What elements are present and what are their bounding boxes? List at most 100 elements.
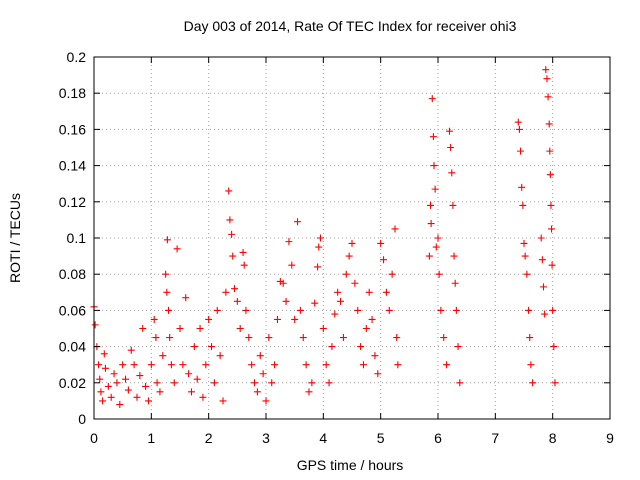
data-point — [282, 297, 290, 305]
data-point — [142, 382, 150, 390]
data-point — [443, 361, 451, 369]
data-point — [176, 325, 184, 332]
data-point — [147, 361, 155, 369]
data-point — [382, 288, 390, 296]
y-tick-label: 0.04 — [59, 339, 86, 355]
data-point — [210, 379, 218, 387]
data-point — [230, 285, 238, 293]
data-point — [368, 315, 376, 323]
data-point — [259, 370, 267, 378]
data-point — [156, 388, 164, 396]
y-tick-label: 0.06 — [59, 302, 86, 318]
data-point — [205, 315, 213, 323]
data-point — [454, 343, 462, 351]
data-point — [193, 375, 201, 383]
y-tick-label: 0.2 — [67, 49, 87, 65]
data-point — [365, 288, 373, 296]
data-point — [130, 361, 138, 369]
data-point — [543, 75, 551, 83]
data-point — [226, 216, 234, 224]
data-point — [450, 252, 458, 260]
data-point — [104, 382, 112, 390]
data-point — [437, 306, 445, 314]
data-point — [374, 370, 382, 378]
data-point — [119, 361, 127, 369]
data-point — [150, 315, 158, 323]
data-point — [110, 370, 118, 378]
data-point — [273, 315, 281, 323]
data-point — [544, 93, 552, 101]
data-point — [393, 334, 401, 342]
data-point — [107, 393, 115, 401]
data-point — [166, 334, 174, 342]
data-point — [449, 201, 457, 209]
data-point — [213, 306, 221, 314]
data-point — [546, 171, 554, 179]
data-point — [385, 306, 393, 314]
data-point — [308, 379, 316, 387]
data-point — [523, 270, 531, 278]
data-point — [440, 334, 448, 342]
data-point — [342, 270, 350, 278]
x-tick-label: 2 — [205, 430, 213, 446]
data-point — [527, 361, 535, 369]
data-point — [394, 361, 402, 369]
y-tick-label: 0.14 — [59, 158, 86, 174]
x-tick-label: 5 — [377, 430, 385, 446]
data-point — [182, 294, 190, 302]
data-point — [236, 325, 244, 332]
data-point — [515, 125, 523, 133]
data-point — [185, 370, 193, 378]
data-point — [229, 252, 237, 260]
data-point — [359, 361, 367, 369]
data-point — [262, 397, 270, 405]
chart-title: Day 003 of 2014, Rate Of TEC Index for r… — [184, 18, 517, 34]
data-point — [425, 252, 433, 260]
data-point — [316, 234, 324, 242]
data-point — [95, 361, 103, 369]
data-point — [348, 239, 356, 247]
data-point — [179, 361, 187, 369]
data-point — [219, 397, 227, 405]
data-point — [427, 220, 435, 228]
data-point — [299, 334, 307, 342]
data-point — [429, 133, 437, 141]
y-tick-label: 0.16 — [59, 121, 86, 137]
data-point — [256, 352, 264, 360]
data-point — [187, 388, 195, 396]
data-point — [279, 279, 287, 287]
data-point — [518, 183, 526, 191]
data-point — [162, 270, 170, 278]
data-point — [354, 306, 362, 314]
x-axis-label: GPS time / hours — [297, 457, 404, 473]
data-point — [265, 334, 273, 342]
data-point — [377, 239, 385, 247]
data-point — [537, 234, 545, 242]
data-point — [153, 379, 161, 387]
data-point — [165, 306, 173, 314]
y-tick-label: 0.18 — [59, 85, 86, 101]
data-point — [248, 361, 256, 369]
data-point — [391, 225, 399, 233]
data-point — [144, 397, 152, 405]
data-point — [345, 252, 353, 260]
y-tick-label: 0 — [78, 411, 86, 427]
data-point — [240, 261, 248, 269]
x-tick-label: 1 — [147, 430, 155, 446]
data-point — [547, 201, 555, 209]
data-point — [97, 388, 105, 396]
data-point — [319, 325, 327, 332]
x-tick-label: 3 — [262, 430, 270, 446]
data-point — [334, 288, 342, 296]
data-point — [113, 379, 121, 387]
data-point — [233, 297, 241, 305]
data-point — [357, 343, 365, 351]
data-point — [315, 243, 323, 251]
data-point — [549, 306, 557, 314]
data-point — [101, 364, 109, 372]
data-point — [173, 245, 181, 253]
data-point — [452, 306, 460, 314]
data-point — [294, 218, 302, 226]
data-point — [163, 236, 171, 244]
data-point — [337, 297, 345, 305]
